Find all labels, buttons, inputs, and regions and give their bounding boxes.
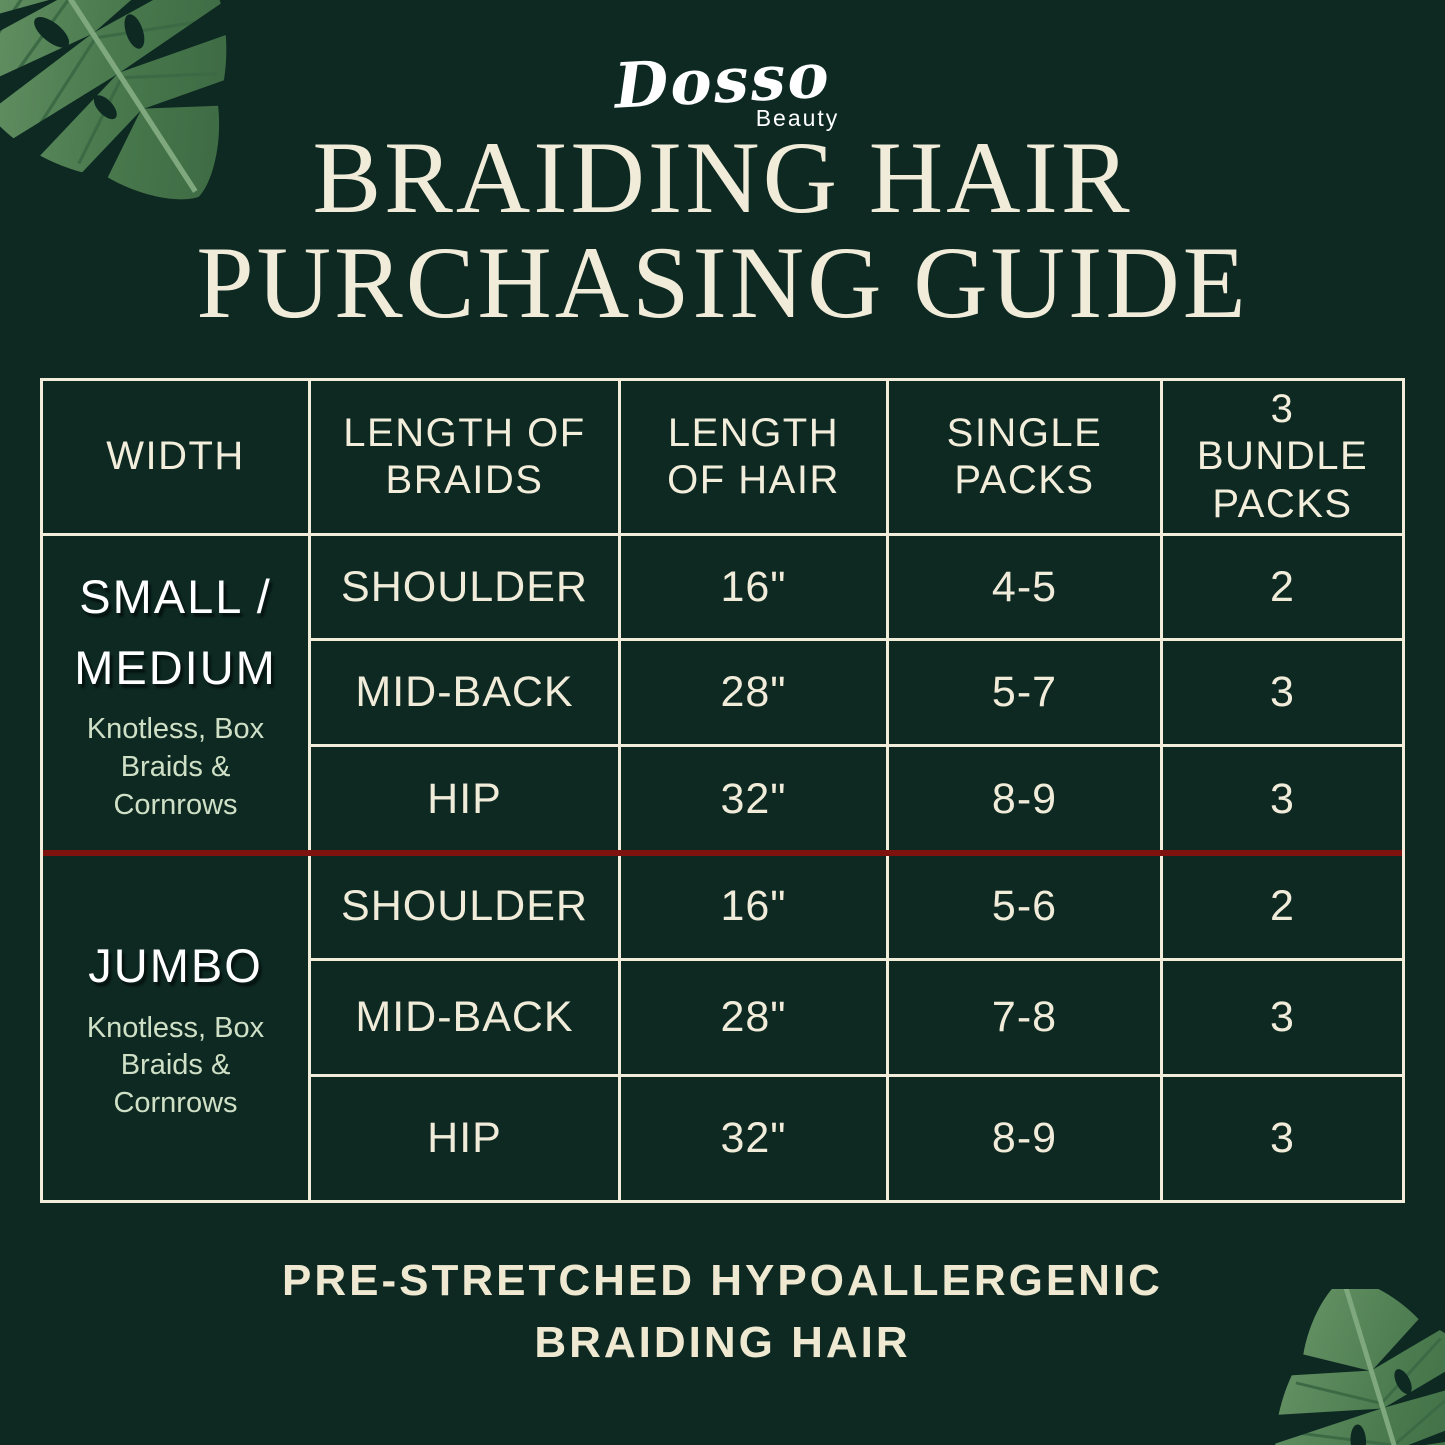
table-cell: 3 [1163, 1077, 1402, 1200]
table-cell: 3 [1163, 961, 1402, 1074]
width-group-small-medium: SMALL / MEDIUM Knotless, Box Braids & Co… [43, 536, 308, 851]
brand-logo: Dosso Beauty [0, 38, 1445, 132]
table-cell: 5-7 [889, 641, 1160, 744]
table-cell: 32" [621, 747, 886, 851]
table-cell: SHOULDER [311, 536, 618, 638]
page-title-line2: PURCHASING GUIDE [196, 226, 1249, 341]
table-cell: 32" [621, 1077, 886, 1200]
table-cell: MID-BACK [311, 641, 618, 744]
group-divider-line [43, 850, 1402, 856]
footer-caption-line2: BRAIDING HAIR [534, 1318, 911, 1368]
footer-caption-line1: PRE-STRETCHED HYPOALLERGENIC [282, 1256, 1163, 1305]
column-header-length-of-braids: LENGTH OF BRAIDS [311, 381, 618, 533]
footer-caption: PRE-STRETCHED HYPOALLERGENIC BRAIDING HA… [0, 1250, 1445, 1375]
column-header-3-bundle-packs: 3 BUNDLE PACKS [1163, 381, 1402, 533]
table-cell: 28" [621, 961, 886, 1074]
table-cell: 8-9 [889, 1077, 1160, 1200]
table-cell: 16" [621, 536, 886, 638]
width-group-jumbo: JUMBO Knotless, Box Braids & Cornrows [43, 854, 308, 1200]
page-title: BRAIDING HAIR PURCHASING GUIDE [0, 121, 1445, 341]
table-cell: 8-9 [889, 747, 1160, 851]
table-cell: 2 [1163, 854, 1402, 958]
table-cell: MID-BACK [311, 961, 618, 1074]
table-cell: 3 [1163, 747, 1402, 851]
table-cell: 16" [621, 854, 886, 958]
table-cell: HIP [311, 747, 618, 851]
table-cell: 28" [621, 641, 886, 744]
table-cell: 4-5 [889, 536, 1160, 638]
column-header-width: WIDTH [43, 381, 308, 533]
purchasing-guide-table: WIDTH LENGTH OF BRAIDS LENGTH OF HAIR SI… [40, 378, 1405, 1203]
table-cell: 3 [1163, 641, 1402, 744]
table-cell: 5-6 [889, 854, 1160, 958]
brand-subname: Beauty [755, 105, 840, 131]
table-cell: 7-8 [889, 961, 1160, 1074]
page-title-line1: BRAIDING HAIR [312, 121, 1133, 235]
table-cell: 2 [1163, 536, 1402, 638]
column-header-single-packs: SINGLE PACKS [889, 381, 1160, 533]
column-header-length-of-hair: LENGTH OF HAIR [621, 381, 886, 533]
table-cell: SHOULDER [311, 854, 618, 958]
table-cell: HIP [311, 1077, 618, 1200]
